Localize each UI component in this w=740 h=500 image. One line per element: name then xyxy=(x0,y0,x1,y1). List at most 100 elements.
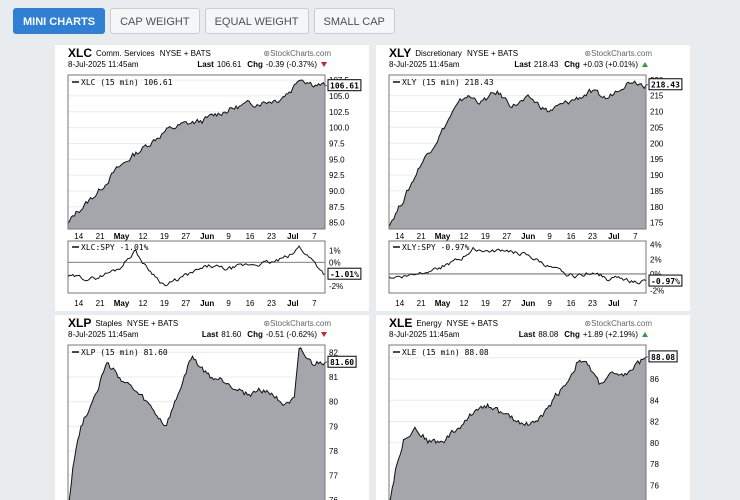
chart-card-xly[interactable]: XLY Discretionary NYSE + BATS ⊛StockCharts.… xyxy=(376,45,690,311)
ratio-tick-label: -2% xyxy=(650,287,664,296)
x-tick-label: Jul xyxy=(287,299,299,308)
down-arrow-icon xyxy=(321,332,327,337)
price-plot-frame xyxy=(388,344,647,500)
chart-change: -0.51 (-0.62%) xyxy=(266,330,317,339)
chart-exchange: NYSE + BATS xyxy=(467,49,518,58)
chart-change-label: Chg xyxy=(564,330,580,339)
chart-name: Comm. Services xyxy=(96,49,155,58)
chart-card-xlc[interactable]: XLC Comm. Services NYSE + BATS ⊛StockCharts… xyxy=(55,45,369,311)
chart-last-label: Last xyxy=(514,60,531,69)
chart-svg: XLE Energy NYSE + BATS ⊛StockCharts.com 8-Ju… xyxy=(388,316,678,500)
x-tick-label: Jun xyxy=(200,299,214,308)
y-tick-label: 97.5 xyxy=(329,139,345,148)
chart-change: +1.89 (+2.19%) xyxy=(583,330,638,339)
chart-card-xlp[interactable]: XLP Staples NYSE + BATS ⊛StockCharts.com 8-J… xyxy=(55,315,369,500)
y-tick-label: 215 xyxy=(650,92,664,101)
chart-symbol: XLC xyxy=(68,46,92,60)
chart-symbol: XLY xyxy=(389,46,411,60)
chart-date: 8-Jul-2025 11:45am xyxy=(389,60,460,69)
x-tick-label: 14 xyxy=(395,232,404,241)
ratio-plot-frame xyxy=(388,240,647,294)
ratio-legend: XLC:SPY -1.01% xyxy=(81,243,149,252)
y-tick-label: 77 xyxy=(329,472,338,481)
chart-name: Discretionary xyxy=(415,49,462,58)
x-tick-label: 21 xyxy=(417,299,426,308)
y-tick-label: 80 xyxy=(650,439,659,448)
y-tick-label: 86 xyxy=(650,375,659,384)
chart-card-xle[interactable]: XLE Energy NYSE + BATS ⊛StockCharts.com 8-Ju… xyxy=(376,315,690,500)
chart-source: ⊛StockCharts.com xyxy=(584,319,652,328)
x-tick-label: Jul xyxy=(608,232,620,241)
x-tick-label: 27 xyxy=(181,232,190,241)
y-tick-label: 84 xyxy=(650,396,659,405)
x-tick-label: 27 xyxy=(502,232,511,241)
chart-name: Staples xyxy=(95,319,122,328)
x-tick-label: Jul xyxy=(608,299,620,308)
y-tick-label: 80 xyxy=(329,398,338,407)
ratio-tag: -1.01% xyxy=(330,270,359,279)
chart-date: 8-Jul-2025 11:45am xyxy=(389,330,460,339)
tab-cap-weight[interactable]: CAP WEIGHT xyxy=(110,8,200,34)
x-tick-label: Jun xyxy=(200,232,214,241)
y-tick-label: 190 xyxy=(650,171,664,180)
price-area xyxy=(390,356,646,500)
view-tabs: MINI CHARTS CAP WEIGHT EQUAL WEIGHT SMAL… xyxy=(13,8,395,34)
chart-last-label: Last xyxy=(202,330,219,339)
ratio-line xyxy=(388,246,647,285)
x-tick-label: 14 xyxy=(74,232,83,241)
chart-change-label: Chg xyxy=(247,330,263,339)
tab-mini-charts[interactable]: MINI CHARTS xyxy=(13,8,106,34)
y-tick-label: 180 xyxy=(650,203,664,212)
chart-last: 81.60 xyxy=(221,330,242,339)
price-line xyxy=(389,356,647,500)
y-tick-label: 200 xyxy=(650,139,664,148)
y-tick-label: 82 xyxy=(650,418,659,427)
y-tick-label: 95.0 xyxy=(329,155,345,164)
x-tick-label: May xyxy=(435,232,451,241)
x-tick-label: 19 xyxy=(160,299,169,308)
chart-symbol: XLP xyxy=(68,316,91,330)
ratio-plot-frame xyxy=(67,240,326,294)
price-plot-frame xyxy=(67,344,326,500)
x-tick-label: 12 xyxy=(460,299,469,308)
down-arrow-icon xyxy=(321,62,327,67)
ratio-tag-box xyxy=(327,267,362,280)
ratio-tick-label: 0% xyxy=(650,270,662,279)
x-tick-label: 14 xyxy=(74,299,83,308)
x-tick-label: 23 xyxy=(267,232,276,241)
price-legend: XLE (15 min) 88.08 xyxy=(402,348,489,357)
price-legend: XLY (15 min) 218.43 xyxy=(402,78,494,87)
x-tick-label: 12 xyxy=(139,232,148,241)
price-area xyxy=(68,80,325,229)
chart-last: 218.43 xyxy=(534,60,559,69)
chart-last-label: Last xyxy=(519,330,536,339)
y-tick-label: 79 xyxy=(329,422,338,431)
y-tick-label: 205 xyxy=(650,123,664,132)
price-line xyxy=(388,80,647,228)
price-area xyxy=(69,347,325,500)
y-tick-label: 100.0 xyxy=(329,124,350,133)
ratio-tick-label: 0% xyxy=(329,258,341,267)
last-price-tag-box xyxy=(327,79,362,92)
tab-equal-weight[interactable]: EQUAL WEIGHT xyxy=(204,8,309,34)
x-tick-label: 27 xyxy=(181,299,190,308)
chart-source: ⊛StockCharts.com xyxy=(263,319,331,328)
price-legend: XLP (15 min) 81.60 xyxy=(81,348,168,357)
x-tick-label: Jun xyxy=(521,299,535,308)
ratio-tick-label: 2% xyxy=(650,255,662,264)
x-tick-label: 12 xyxy=(139,299,148,308)
chart-last: 106.61 xyxy=(217,60,242,69)
tab-small-cap[interactable]: SMALL CAP xyxy=(313,8,395,34)
y-tick-label: 92.5 xyxy=(329,171,345,180)
x-tick-label: 27 xyxy=(502,299,511,308)
y-tick-label: 76 xyxy=(650,481,659,490)
x-tick-label: 21 xyxy=(96,232,105,241)
last-price-tag-box xyxy=(648,350,678,363)
x-tick-label: 16 xyxy=(246,232,255,241)
ratio-line xyxy=(67,245,325,287)
chart-last: 88.08 xyxy=(538,330,559,339)
x-tick-label: 14 xyxy=(395,299,404,308)
chart-svg: XLY Discretionary NYSE + BATS ⊛StockCharts.… xyxy=(388,46,683,308)
price-plot-frame xyxy=(388,74,647,230)
y-tick-label: 78 xyxy=(329,447,338,456)
